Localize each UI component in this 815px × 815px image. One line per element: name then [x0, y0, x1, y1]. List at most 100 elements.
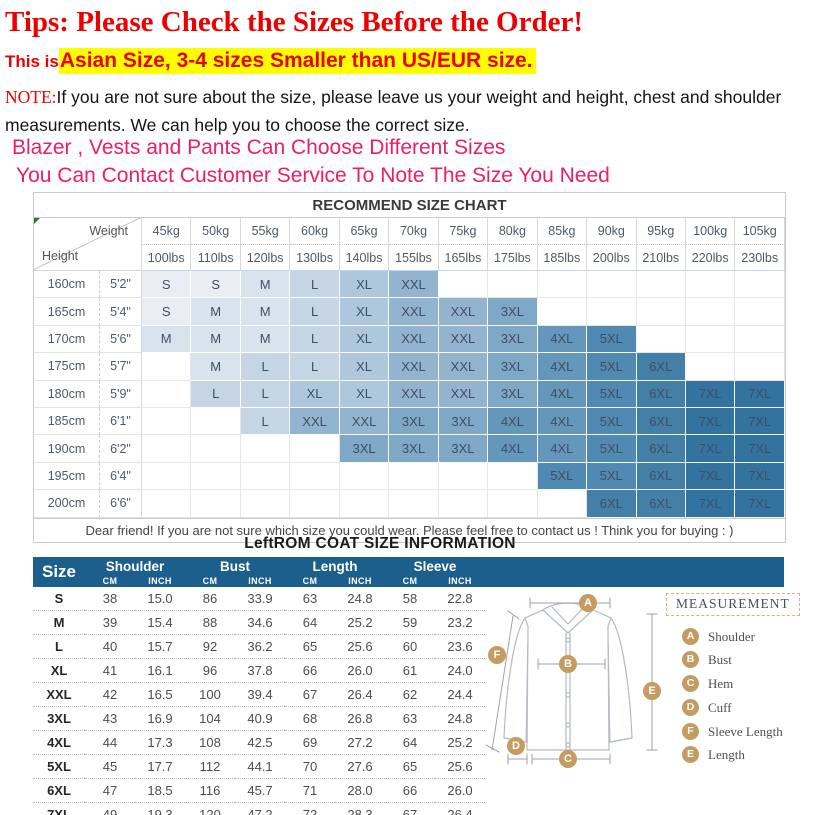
unit-inch-header: INCH	[335, 575, 386, 587]
coat-measure-cell: 58	[385, 587, 436, 611]
height-cm-cell: 195cm	[34, 462, 100, 491]
coat-measure-cell: 45.7	[235, 778, 286, 803]
unit-cm-header: CM	[185, 575, 236, 587]
size-cell: 6XL	[636, 407, 686, 436]
coat-size-label: XL	[33, 658, 85, 683]
coat-size-row: L 40 15.7 92 36.2 65 25.6 60 23.6	[33, 634, 486, 659]
coat-measure-cell: 65	[385, 754, 436, 779]
size-cell: 3XL	[389, 407, 439, 436]
note-line1: If you are not sure about the size, plea…	[56, 87, 782, 107]
empty-size-cell	[438, 490, 489, 518]
size-cell: 7XL	[685, 435, 736, 463]
size-cell: XL	[339, 380, 390, 408]
size-cell: S	[191, 271, 241, 299]
legend-item-cuff: D Cuff	[682, 699, 732, 717]
empty-size-cell	[191, 435, 241, 463]
weight-kg-cell: 85kg	[537, 218, 588, 245]
empty-size-cell	[636, 298, 686, 326]
coat-measure-cell: 15.0	[135, 587, 186, 611]
size-cell: 7XL	[685, 462, 736, 491]
legend-label: Sleeve Length	[708, 723, 783, 739]
coat-measure-cell: 49	[85, 802, 135, 815]
weight-lbs-cell: 175lbs	[488, 245, 538, 271]
empty-size-cell	[438, 271, 489, 299]
coat-measure-cell: 16.9	[135, 706, 186, 731]
size-cell: 4XL	[537, 353, 588, 381]
coat-measure-cell: 26.4	[435, 802, 486, 815]
legend-item-sleeve-length: F Sleeve Length	[682, 723, 783, 741]
weight-kg-cell: 65kg	[339, 218, 390, 245]
empty-size-cell	[191, 490, 241, 518]
coat-size-label: 6XL	[33, 778, 85, 803]
size-cell: M	[191, 353, 241, 381]
coat-measure-cell: 33.9	[235, 587, 286, 611]
coat-measure-cell: 23.2	[435, 610, 486, 635]
empty-size-cell	[389, 462, 439, 491]
unit-cm-header: CM	[85, 575, 135, 587]
size-cell: S	[142, 298, 192, 326]
coat-measure-cell: 38	[85, 587, 135, 611]
legend-badge-f: F	[682, 723, 699, 741]
size-cell: XL	[339, 325, 390, 354]
size-cell: XL	[290, 380, 340, 408]
size-cell: 7XL	[685, 380, 736, 408]
size-chart-row: 180cm 5'9" L L XL XL XXL XXL 3XL 4XL 5XL 6XL 7XL 7XL	[34, 380, 785, 408]
legend-badge-d: D	[682, 699, 699, 717]
empty-size-cell	[290, 435, 340, 463]
pink-line-contact: You Can Contact Customer Service To Note…	[16, 164, 610, 187]
coat-measure-cell: 34.6	[235, 610, 286, 635]
size-chart-title-row: RECOMMEND SIZE CHART	[34, 193, 785, 218]
size-cell: XXL	[389, 353, 439, 381]
empty-size-cell	[735, 271, 785, 299]
coat-measure-cell: 17.7	[135, 754, 186, 779]
coat-size-row: 7XL 49 19.3 120 47.2 72 28.3 67 26.4	[33, 802, 486, 815]
size-cell: M	[240, 271, 291, 299]
size-chart-row: 190cm 6'2" 3XL 3XL 3XL 4XL 4XL 5XL 6XL 7XL 7XL	[34, 435, 785, 463]
coat-size-label: L	[33, 634, 85, 659]
size-cell: XXL	[438, 298, 489, 326]
legend-item-length: E Length	[682, 746, 745, 764]
empty-size-cell	[240, 462, 291, 491]
height-ft-cell: 6'2"	[100, 435, 142, 463]
empty-size-cell	[142, 407, 192, 436]
coat-size-label: 4XL	[33, 730, 85, 755]
coat-measure-cell: 40.9	[235, 706, 286, 731]
coat-measure-cell: 19.3	[135, 802, 186, 815]
unit-inch-header: INCH	[235, 575, 286, 587]
coat-measure-cell: 23.6	[435, 634, 486, 659]
size-chart-row: 165cm 5'4" S M M L XL XXL XXL 3XL	[34, 298, 785, 326]
unit-inch-header: INCH	[435, 575, 486, 587]
weight-kg-cell: 90kg	[587, 218, 637, 245]
height-cm-cell: 165cm	[34, 298, 100, 326]
empty-size-cell	[290, 490, 340, 518]
weight-lbs-cell: 210lbs	[636, 245, 686, 271]
size-chart-title: RECOMMEND SIZE CHART	[34, 193, 785, 218]
coat-measure-cell: 70	[285, 754, 336, 779]
size-cell: L	[240, 353, 291, 381]
coat-measure-cell: 43	[85, 706, 135, 731]
size-cell: 7XL	[685, 490, 736, 518]
size-cell: L	[290, 271, 340, 299]
weight-kg-cell: 55kg	[240, 218, 291, 245]
coat-size-label: 3XL	[33, 706, 85, 731]
legend-badge-e: E	[682, 746, 699, 764]
size-chart-footer-row: Dear friend! If you are not sure which s…	[34, 517, 785, 542]
shirt-badge-e: E	[643, 682, 661, 700]
legend-label: Shoulder	[708, 628, 755, 644]
weight-lbs-cell: 200lbs	[587, 245, 637, 271]
coat-unit-header-row: CM INCH CM INCH CM INCH CM INCH	[33, 575, 486, 587]
coat-measure-cell: 26.8	[335, 706, 386, 731]
size-cell: L	[290, 325, 340, 354]
size-cell: 5XL	[587, 407, 637, 436]
coat-measure-cell: 26.0	[435, 778, 486, 803]
coat-measure-cell: 39.4	[235, 682, 286, 707]
legend-label: Bust	[708, 651, 732, 667]
coat-size-info-title: LeftROM COAT SIZE INFORMATION	[244, 535, 516, 552]
size-cell: 6XL	[587, 490, 637, 518]
size-cell: S	[142, 271, 192, 299]
coat-measure-cell: 108	[185, 730, 236, 755]
coat-size-row: M 39 15.4 88 34.6 64 25.2 59 23.2	[33, 610, 486, 635]
empty-size-cell	[488, 462, 538, 491]
legend-badge-a: A	[682, 628, 699, 646]
